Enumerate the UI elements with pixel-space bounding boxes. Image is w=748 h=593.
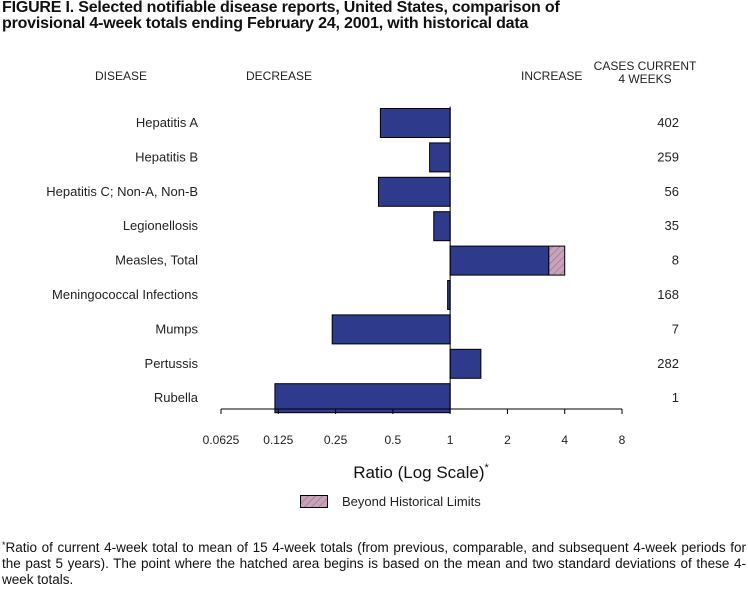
legend-swatch [300,495,328,508]
x-tick-label: 0.5 [385,433,402,447]
footnote: *Ratio of current 4-week total to mean o… [2,540,746,588]
x-tick-label: 1 [447,433,454,447]
cases-header-line-1: CASES CURRENT [593,59,697,73]
bar [379,108,451,138]
cases-value: 35 [665,218,679,233]
x-tick-label: 8 [619,433,626,447]
cases-value: 7 [672,321,679,336]
cases-value: 168 [657,287,679,302]
legend-label: Beyond Historical Limits [342,494,481,509]
x-tick-label: 0.25 [324,433,348,447]
cases-value: 56 [665,184,679,199]
cases-column-header: CASES CURRENT 4 WEEKS [590,60,700,86]
category-label: Hepatitis C; Non-A, Non-B [46,184,198,199]
disease-column-header: DISEASE [95,69,148,83]
category-label: Pertussis [145,356,199,371]
category-label: Rubella [154,390,199,405]
bar [433,211,451,242]
bar [449,348,482,379]
category-label: Mumps [155,321,198,336]
figure-title-line-2: provisional 4-week totals ending Februar… [2,15,529,32]
x-tick-label: 2 [504,433,511,447]
x-tick-label: 0.125 [263,433,293,447]
cases-value: 259 [657,149,679,164]
cases-header-line-2: 4 WEEKS [618,72,672,86]
bar [429,142,451,173]
decrease-header: DECREASE [246,69,313,83]
bar [331,314,451,345]
figure-title: FIGURE I. Selected notifiable disease re… [2,0,746,32]
bar [377,176,451,207]
x-axis-title: Ratio (Log Scale)* [353,462,489,482]
x-tick-label: 4 [561,433,568,447]
footnote-text: Ratio of current 4-week total to mean of… [2,540,746,587]
x-tick-label: 0.0625 [203,433,240,447]
cases-value: 402 [657,115,679,130]
increase-header: INCREASE [521,69,583,83]
category-label: Meningococcal Infections [52,287,198,302]
category-label: Measles, Total [115,253,198,268]
bar-beyond-limits [548,245,566,276]
cases-value: 1 [672,390,679,405]
category-label: Legionellosis [123,218,199,233]
bar [274,383,451,414]
category-label: Hepatitis B [135,149,198,164]
figure-title-line-1: FIGURE I. Selected notifiable disease re… [2,0,560,16]
cases-value: 8 [672,253,679,268]
bar [449,245,550,276]
category-label: Hepatitis A [136,115,198,130]
footnote-marker: * [2,540,6,550]
cases-value: 282 [657,356,679,371]
